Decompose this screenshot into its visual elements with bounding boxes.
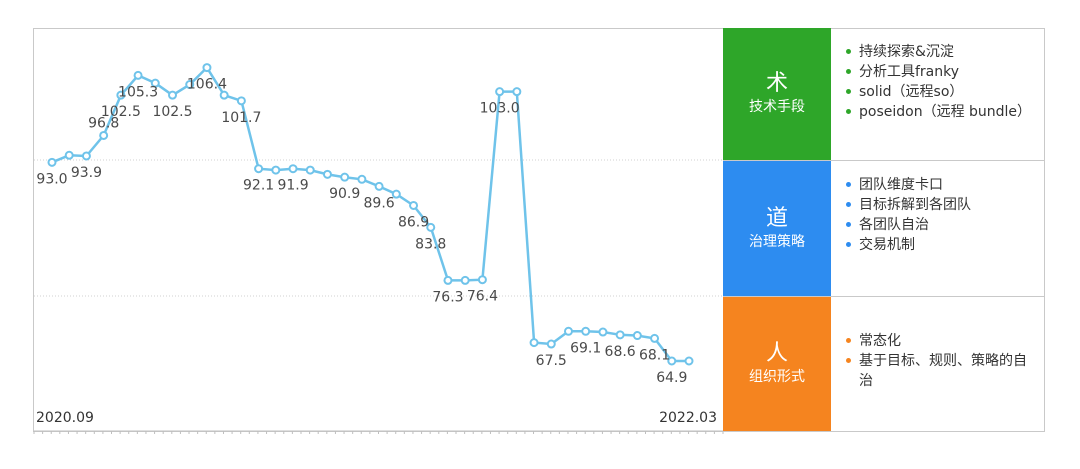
- data-label: 102.5: [101, 104, 141, 120]
- data-point: [426, 222, 436, 232]
- list-item: 团队维度卡口: [845, 175, 1037, 195]
- panel-shu: 术 技术手段 持续探索&沉淀 分析工具franky solid（远程so） po…: [723, 28, 1045, 160]
- data-point: [168, 90, 178, 100]
- data-point: [632, 331, 642, 341]
- data-point: [443, 275, 453, 285]
- data-label: 93.9: [71, 165, 102, 181]
- data-label: 67.5: [536, 353, 567, 369]
- notes-ren: 常态化 基于目标、规则、策略的自治: [831, 297, 1045, 431]
- data-point: [271, 165, 281, 175]
- data-label: 76.3: [432, 289, 463, 305]
- data-label: 69.1: [570, 340, 601, 356]
- data-point: [374, 181, 384, 191]
- tag-shu-subtitle: 技术手段: [749, 99, 805, 115]
- data-label: 92.1: [243, 178, 274, 194]
- list-item: 持续探索&沉淀: [845, 42, 1037, 62]
- data-point: [581, 326, 591, 336]
- list-item: 各团队自治: [845, 215, 1037, 235]
- panel-divider: [723, 160, 1045, 161]
- data-label: 64.9: [656, 370, 687, 386]
- data-point: [288, 164, 298, 174]
- series-line: [51, 65, 689, 363]
- panel-divider: [723, 296, 1045, 297]
- data-label: 83.8: [415, 236, 446, 252]
- data-label: 89.6: [364, 195, 395, 211]
- data-point: [116, 90, 126, 100]
- tag-shu-title: 术: [765, 71, 788, 96]
- data-point: [305, 165, 315, 175]
- data-point: [47, 157, 57, 167]
- list-item: 目标拆解到各团队: [845, 195, 1037, 215]
- tag-ren-title: 人: [765, 341, 788, 366]
- data-point: [667, 356, 677, 366]
- data-label: 76.4: [467, 289, 498, 305]
- data-point: [512, 87, 522, 97]
- data-point: [322, 169, 332, 179]
- data-label: 93.0: [36, 171, 67, 187]
- panel-ren: 人 组织形式 常态化 基于目标、规则、策略的自治: [723, 297, 1045, 431]
- data-label: 91.9: [277, 178, 308, 194]
- data-point: [598, 327, 608, 337]
- data-point: [391, 189, 401, 199]
- data-label: 101.7: [221, 110, 261, 126]
- data-label: 90.9: [329, 186, 360, 202]
- data-label: 105.3: [118, 84, 158, 100]
- list-item: 分析工具franky: [845, 62, 1037, 82]
- data-label: 96.8: [88, 115, 119, 131]
- tag-dao-subtitle: 治理策略: [749, 233, 805, 250]
- data-point: [236, 96, 246, 106]
- tag-dao-title: 道: [765, 205, 788, 231]
- data-point: [357, 174, 367, 184]
- list-item: solid（远程so）: [845, 82, 1037, 102]
- data-point: [495, 87, 505, 97]
- list-item: 交易机制: [845, 235, 1037, 255]
- data-label: 102.5: [152, 104, 192, 120]
- tag-shu: 术 技术手段: [723, 28, 831, 160]
- x-end-label: 2022.03: [659, 410, 717, 426]
- data-point: [64, 150, 74, 160]
- data-label: 103.0: [480, 101, 520, 117]
- data-point: [529, 338, 539, 348]
- tag-ren: 人 组织形式: [723, 297, 831, 431]
- data-point: [202, 63, 212, 73]
- data-point: [219, 90, 229, 100]
- data-point: [133, 70, 143, 80]
- data-point: [81, 151, 91, 161]
- tag-dao: 道 治理策略: [723, 161, 831, 296]
- list-item: poseidon（远程 bundle）: [845, 102, 1037, 122]
- data-point: [563, 326, 573, 336]
- list-item: 基于目标、规则、策略的自治: [845, 351, 1037, 391]
- data-point: [546, 339, 556, 349]
- notes-dao: 团队维度卡口 目标拆解到各团队 各团队自治 交易机制: [831, 161, 1045, 296]
- data-point: [684, 356, 694, 366]
- data-point: [99, 130, 109, 140]
- data-point: [477, 275, 487, 285]
- data-point: [185, 80, 195, 90]
- data-point: [615, 330, 625, 340]
- data-point: [409, 200, 419, 210]
- data-point: [150, 78, 160, 88]
- x-start-label: 2020.09: [36, 410, 94, 426]
- data-point: [650, 333, 660, 343]
- data-label: 86.9: [398, 214, 429, 230]
- notes-shu: 持续探索&沉淀 分析工具franky solid（远程so） poseidon（…: [831, 28, 1045, 160]
- list-item: 常态化: [845, 331, 1037, 351]
- data-point: [254, 164, 264, 174]
- tag-ren-subtitle: 组织形式: [749, 369, 805, 385]
- data-point: [340, 172, 350, 182]
- data-point: [460, 275, 470, 285]
- data-label: 68.6: [605, 344, 636, 360]
- data-label: 106.4: [187, 77, 227, 93]
- panel-dao: 道 治理策略 团队维度卡口 目标拆解到各团队 各团队自治 交易机制: [723, 161, 1045, 296]
- data-label: 68.1: [639, 347, 670, 363]
